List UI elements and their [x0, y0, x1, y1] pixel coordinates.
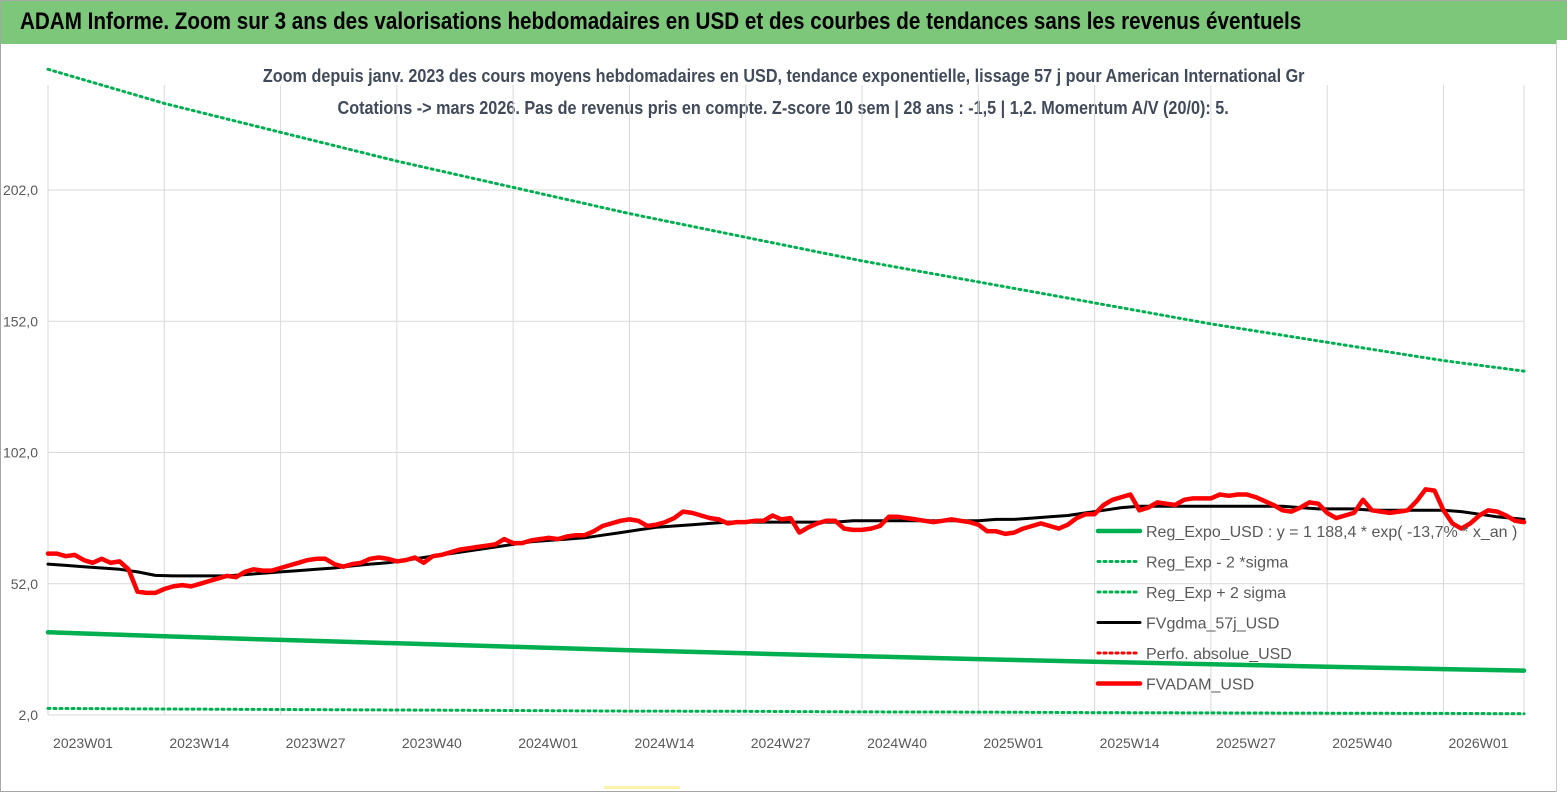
right-edge-strip — [1556, 40, 1567, 792]
x-tick-label: 2023W40 — [402, 735, 462, 751]
x-tick-label: 2024W40 — [867, 735, 927, 751]
selection-mark — [604, 786, 680, 789]
x-tick-label: 2023W14 — [169, 735, 229, 751]
legend-label: Reg_Expo_USD : y = 1 188,4 * exp( -13,7%… — [1146, 524, 1517, 541]
y-tick-label: 202,0 — [3, 182, 38, 198]
x-tick-label: 2026W01 — [1449, 735, 1509, 751]
banner-title: ADAM Informe. Zoom sur 3 ans des valoris… — [20, 8, 1302, 35]
series-line-0 — [45, 630, 1527, 673]
series-lines — [45, 67, 1527, 716]
x-tick-label: 2023W27 — [286, 735, 346, 751]
series-line-3 — [46, 504, 1526, 578]
x-tick-label: 2024W27 — [751, 735, 811, 751]
chart-title-line-1: Zoom depuis janv. 2023 des cours moyens … — [262, 66, 1305, 86]
x-axis-ticks: 2023W01 2023W14 2023W27 2023W40 2024W01 2024W… — [53, 735, 1509, 751]
y-tick-label: 102,0 — [3, 445, 38, 461]
chart-title-line-2: Cotations -> mars 2026. Pas de revenus p… — [337, 98, 1230, 118]
legend-label: FVgdma_57j_USD — [1146, 616, 1279, 633]
legend-label: Reg_Exp - 2 *sigma — [1146, 555, 1288, 572]
x-tick-label: 2025W27 — [1216, 735, 1276, 751]
x-tick-label: 2025W14 — [1100, 735, 1160, 751]
banner: ADAM Informe. Zoom sur 3 ans des valoris… — [0, 0, 1567, 44]
legend-label: Perfo. absolue_USD — [1146, 646, 1292, 663]
y-tick-label: 52,0 — [11, 576, 38, 592]
legend-label: FVADAM_USD — [1146, 677, 1254, 694]
x-tick-label: 2024W14 — [634, 735, 694, 751]
x-tick-label: 2024W01 — [518, 735, 578, 751]
x-tick-label: 2025W40 — [1332, 735, 1392, 751]
series-line-2 — [46, 67, 1526, 373]
y-tick-label: 152,0 — [3, 313, 38, 329]
legend-label: Reg_Exp + 2 sigma — [1146, 585, 1286, 602]
x-tick-label: 2025W01 — [983, 735, 1043, 751]
y-tick-label: 2,0 — [19, 707, 39, 723]
x-tick-label: 2023W01 — [53, 735, 113, 751]
series-line-1 — [46, 706, 1526, 716]
gridlines — [47, 85, 1525, 716]
series-line-5 — [45, 487, 1527, 596]
y-axis-ticks: 2,0 52,0 102,0 152,0 202,0 — [3, 182, 38, 723]
legend: Reg_Expo_USD : y = 1 188,4 * exp( -13,7%… — [1095, 524, 1517, 694]
